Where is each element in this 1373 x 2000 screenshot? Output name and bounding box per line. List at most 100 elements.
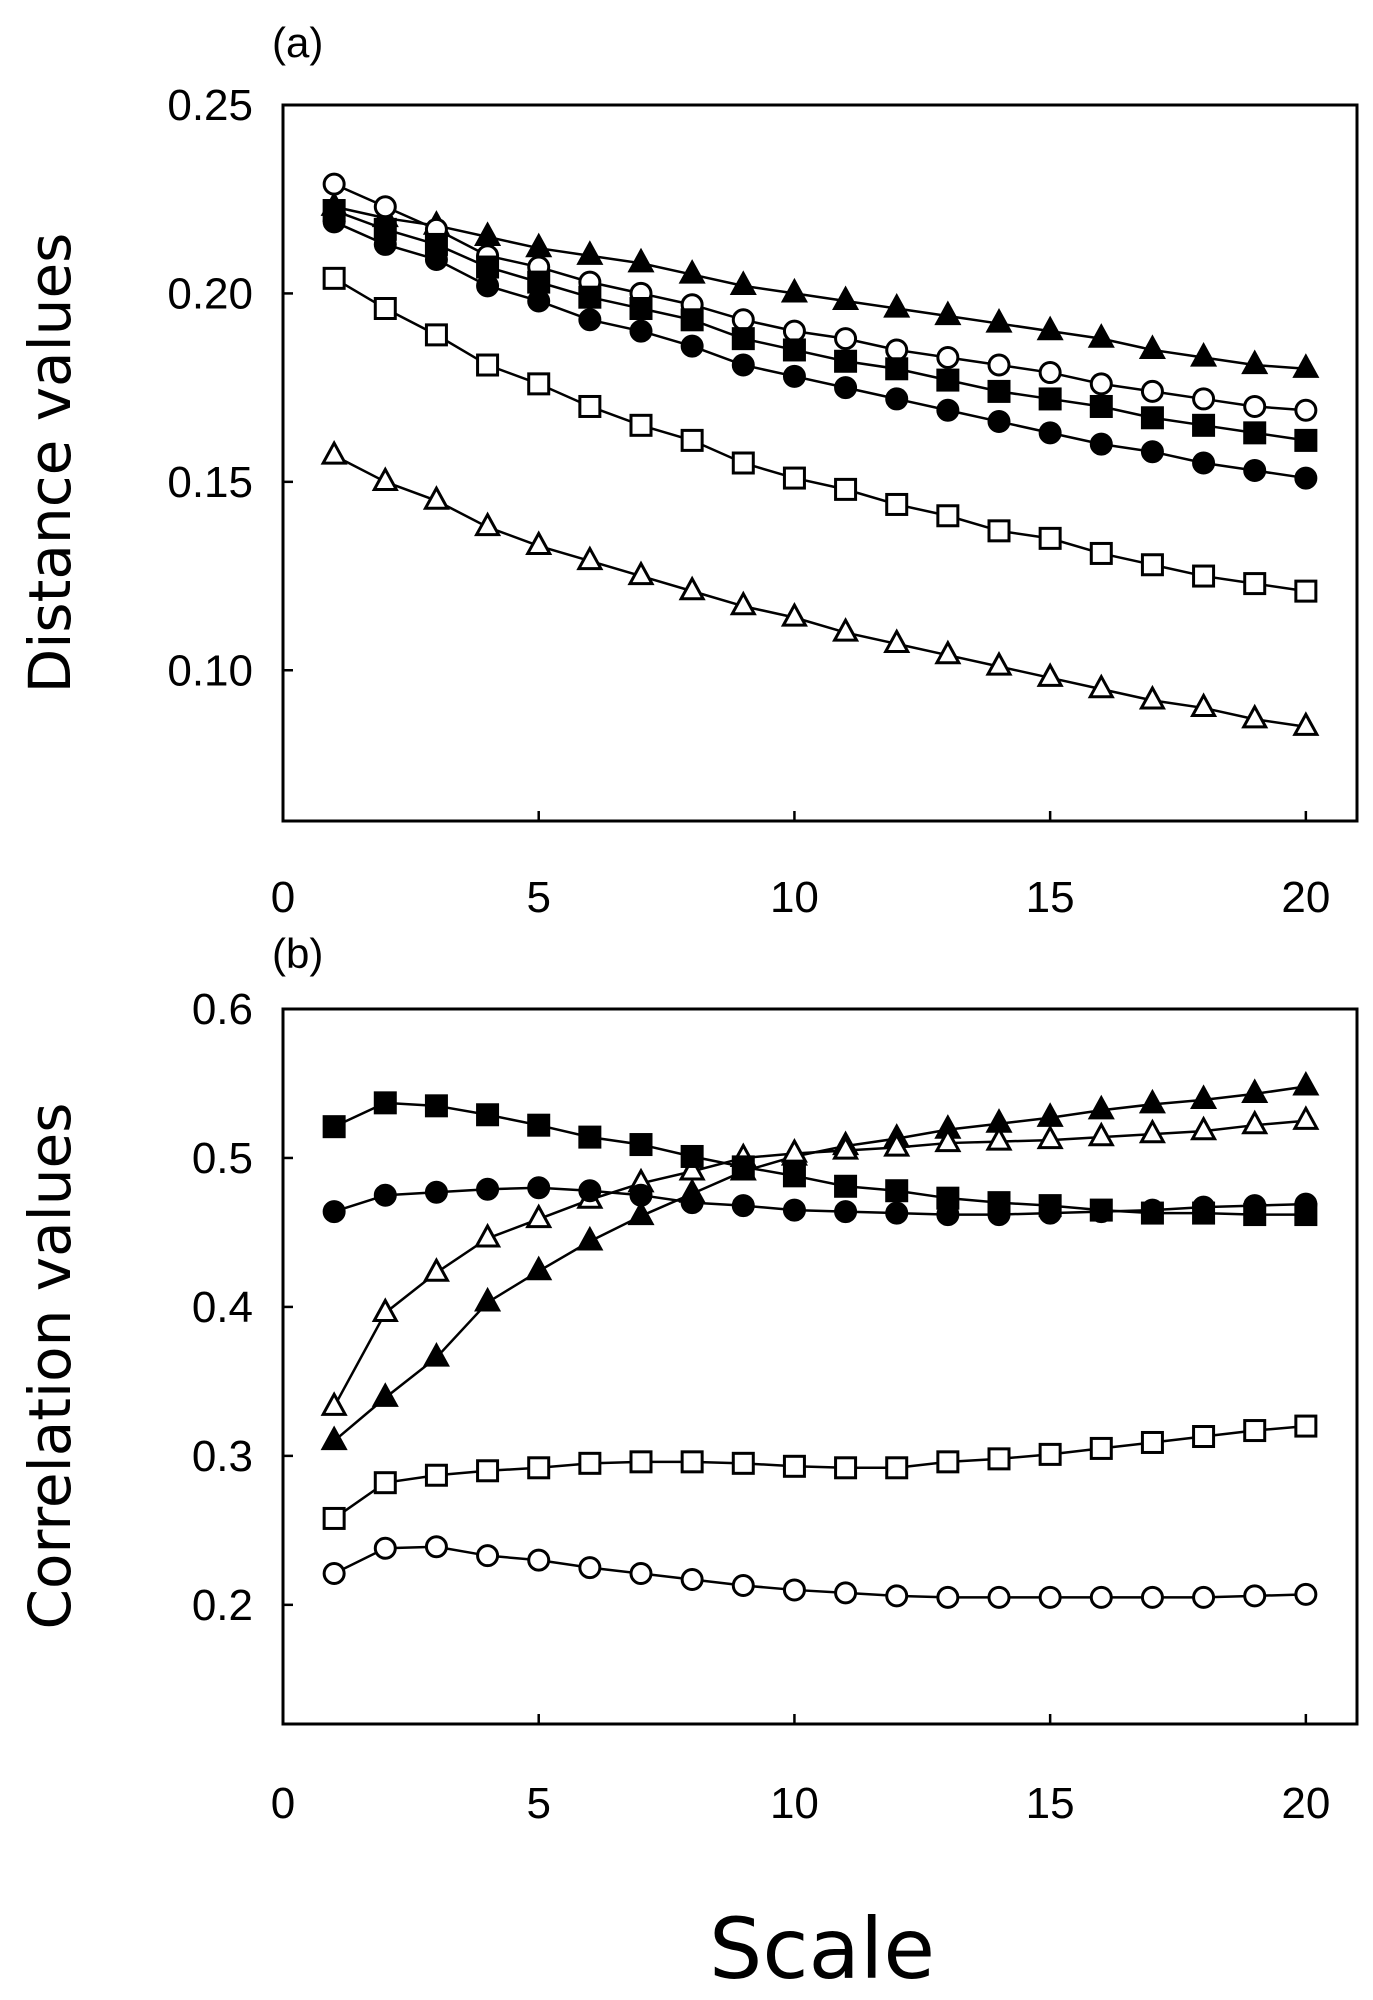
data-point-open-triangle (678, 575, 706, 601)
y-tick-label: 0.10 (167, 646, 253, 695)
data-point-filled-circle (782, 1198, 806, 1222)
data-point-filled-circle (578, 308, 602, 332)
series-filled-triangle (320, 1070, 1320, 1451)
data-point-filled-square (731, 327, 755, 351)
data-point-filled-circle (1294, 1192, 1318, 1216)
data-point-open-square (1038, 1442, 1062, 1466)
series-filled-circle (322, 1176, 1318, 1227)
data-point-open-triangle (883, 1132, 911, 1157)
data-point-open-circle (322, 172, 346, 196)
data-point-filled-triangle (883, 292, 911, 318)
data-point-open-triangle (1292, 1105, 1320, 1130)
data-point-filled-triangle (576, 1225, 604, 1251)
x-tick-label: 5 (526, 873, 550, 922)
data-point-filled-triangle (1036, 315, 1064, 341)
data-point-filled-circle (1140, 1198, 1164, 1222)
data-point-open-triangle (780, 601, 808, 627)
data-point-open-square (782, 466, 806, 490)
data-point-open-square (987, 519, 1011, 543)
data-point-open-circle (1294, 1582, 1318, 1606)
panel-b-plot-frame (281, 1007, 1359, 1726)
data-point-filled-square (885, 1179, 909, 1203)
data-point-open-square (578, 394, 602, 418)
data-point-filled-square (578, 285, 602, 309)
data-point-open-square (782, 1454, 806, 1478)
data-point-filled-circle (834, 1200, 858, 1224)
data-point-open-triangle (729, 590, 757, 616)
x-tick-label: 0 (271, 1779, 295, 1828)
data-point-open-square (1294, 1414, 1318, 1438)
data-point-filled-triangle (1292, 353, 1320, 378)
y-tick-label: 0.4 (192, 1283, 253, 1332)
data-point-filled-circle (885, 387, 909, 411)
data-point-open-circle (782, 319, 806, 343)
data-point-filled-circle (1243, 459, 1267, 483)
data-point-open-square (424, 1463, 448, 1487)
data-point-open-circle (1038, 361, 1062, 385)
panel-b-y-ticks: 0.2 0.3 0.4 0.5 0.6 (192, 985, 293, 1630)
data-point-filled-square (527, 1113, 551, 1137)
data-point-open-triangle (1138, 1118, 1166, 1144)
data-point-open-square (885, 492, 909, 516)
data-point-open-square (1294, 579, 1318, 603)
data-point-filled-triangle (525, 1255, 553, 1281)
series-open-circle (322, 172, 1318, 422)
y-tick-label: 0.6 (192, 985, 253, 1034)
data-point-open-square (527, 372, 551, 396)
series-open-square (322, 1414, 1318, 1530)
data-point-open-square (578, 1451, 602, 1475)
data-point-filled-triangle (1138, 334, 1166, 360)
series-line-open-triangle (333, 1119, 1306, 1408)
data-point-filled-circle (527, 1176, 551, 1200)
data-point-open-triangle (320, 439, 348, 465)
x-axis-title: Scale (709, 1900, 935, 1998)
x-tick-label: 15 (1026, 1779, 1075, 1828)
data-point-open-square (1140, 1430, 1164, 1454)
data-point-open-square (1140, 553, 1164, 577)
data-point-open-square (936, 504, 960, 528)
data-point-open-circle (424, 1535, 448, 1559)
data-point-filled-circle (885, 1201, 909, 1225)
data-point-filled-square (629, 1133, 653, 1157)
data-point-open-circle (578, 1556, 602, 1580)
data-point-open-circle (1038, 1585, 1062, 1609)
series-open-square (322, 266, 1318, 603)
data-point-open-circle (1192, 1585, 1216, 1609)
data-point-open-triangle (1138, 684, 1166, 710)
data-point-filled-circle (373, 1183, 397, 1207)
data-point-filled-circle (629, 1183, 653, 1207)
data-point-filled-square (476, 255, 500, 279)
data-point-filled-circle (936, 398, 960, 422)
data-point-filled-circle (680, 1191, 704, 1215)
data-point-filled-triangle (627, 247, 655, 273)
data-point-open-triangle (474, 511, 502, 537)
data-point-open-triangle (1190, 1115, 1218, 1141)
data-point-open-square (680, 428, 704, 452)
data-point-open-circle (1294, 398, 1318, 422)
data-point-filled-triangle (576, 240, 604, 265)
y-tick-label: 0.25 (167, 81, 253, 130)
data-point-open-triangle (525, 530, 553, 556)
data-point-filled-circle (1089, 1200, 1113, 1224)
data-point-filled-triangle (1087, 1094, 1115, 1120)
data-point-open-circle (834, 327, 858, 351)
data-point-filled-circle (424, 248, 448, 272)
data-point-open-circle (885, 338, 909, 362)
data-point-open-circle (322, 1562, 346, 1586)
data-point-filled-square (1089, 394, 1113, 418)
y-tick-label: 0.20 (167, 269, 253, 318)
series-filled-triangle (320, 191, 1320, 378)
series-open-triangle (320, 439, 1320, 736)
data-point-filled-square (885, 357, 909, 381)
panel-a: (a) Distance values 0.10 0.15 0.20 0.25 0 5 1… (16, 19, 1359, 922)
data-point-open-triangle (1241, 703, 1269, 729)
data-point-filled-circle (1294, 466, 1318, 490)
data-point-open-square (680, 1450, 704, 1474)
data-point-open-circle (782, 1578, 806, 1602)
data-point-open-triangle (985, 650, 1013, 676)
data-point-filled-triangle (320, 1425, 348, 1451)
data-point-filled-circle (476, 274, 500, 298)
y-tick-label: 0.2 (192, 1581, 253, 1630)
data-point-open-triangle (320, 1391, 348, 1416)
data-point-filled-triangle (474, 1286, 502, 1312)
